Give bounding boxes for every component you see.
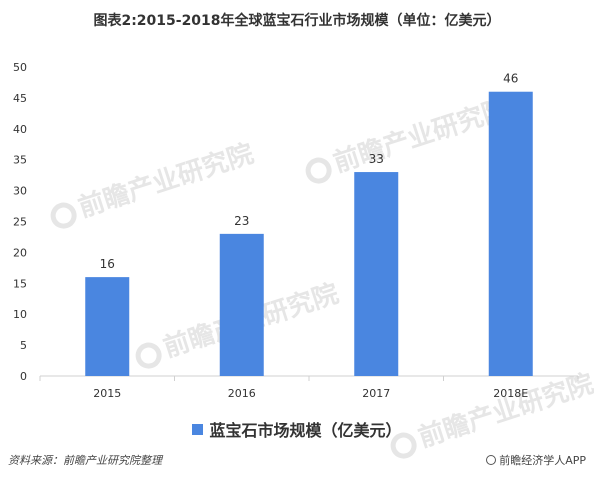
chart-title: 图表2:2015-2018年全球蓝宝石行业市场规模（单位：亿美元） bbox=[93, 13, 501, 29]
brand-logo-icon bbox=[486, 455, 497, 465]
brand-footer: 前瞻经济学人APP bbox=[486, 452, 586, 468]
y-tick-label: 10 bbox=[13, 308, 27, 321]
bar-chart: 0 5 10 15 20 25 30 35 40 45 50 16 2015 23 2016 33 2017 46… bbox=[13, 61, 579, 400]
data-label: 23 bbox=[234, 214, 249, 228]
x-tick-label: 2018E bbox=[493, 387, 528, 400]
bar bbox=[85, 277, 130, 376]
y-tick-label: 5 bbox=[20, 339, 27, 352]
data-label: 16 bbox=[100, 257, 115, 271]
y-tick-label: 50 bbox=[13, 61, 27, 74]
y-tick-label: 45 bbox=[13, 92, 27, 105]
brand-text: 前瞻经济学人APP bbox=[499, 454, 586, 467]
x-tick-label: 2015 bbox=[93, 387, 121, 400]
y-tick-label: 20 bbox=[13, 246, 27, 259]
y-tick-label: 35 bbox=[13, 154, 27, 167]
y-tick-label: 30 bbox=[13, 185, 27, 198]
y-tick-label: 15 bbox=[13, 277, 27, 290]
bar bbox=[488, 91, 533, 376]
bar bbox=[354, 172, 399, 376]
x-tick-label: 2017 bbox=[362, 387, 390, 400]
y-tick-label: 0 bbox=[20, 370, 27, 383]
source-note: 资料来源：前瞻产业研究院整理 bbox=[8, 454, 162, 467]
bar bbox=[219, 233, 264, 376]
legend-swatch bbox=[192, 423, 204, 435]
data-label: 33 bbox=[369, 152, 384, 166]
legend: 蓝宝石市场规模（亿美元） bbox=[0, 417, 594, 441]
y-tick-label: 25 bbox=[13, 216, 27, 229]
y-tick-label: 40 bbox=[13, 123, 27, 136]
legend-label: 蓝宝石市场规模（亿美元） bbox=[209, 421, 402, 440]
x-tick-label: 2016 bbox=[228, 387, 256, 400]
data-label: 46 bbox=[503, 72, 518, 86]
